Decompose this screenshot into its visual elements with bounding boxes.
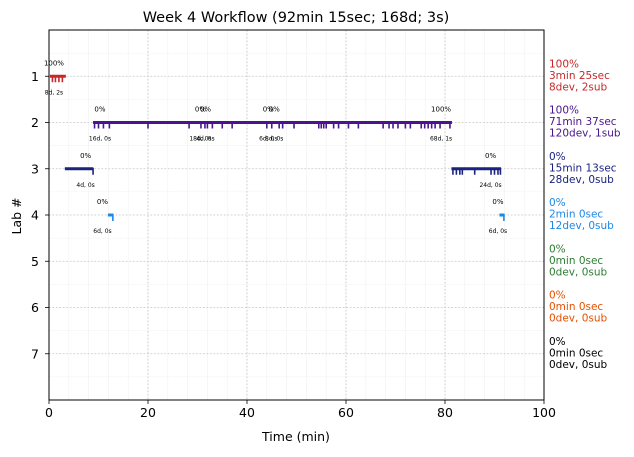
- segment-percent-label: 0%: [97, 198, 108, 206]
- summary-line: 0dev, 0sub: [549, 266, 608, 278]
- segment-percent-label: 0%: [195, 106, 206, 114]
- segment-count-label: 4d, 0s: [76, 182, 94, 189]
- summary-line: 71min 37sec: [549, 116, 617, 128]
- segment-count-label: 68d, 1s: [430, 136, 452, 143]
- summary-line: 0%: [549, 197, 566, 209]
- x-tick-label: 20: [140, 405, 156, 420]
- summary-line: 0%: [549, 290, 566, 302]
- summary-line: 0%: [549, 151, 566, 163]
- summary-line: 100%: [549, 58, 579, 70]
- lab-3-series: 0% 4d, 0s 0% 24d, 0s: [64, 152, 502, 189]
- segment-count-label: 6d, 0s: [93, 228, 111, 235]
- summary-line: 0dev, 0sub: [549, 359, 608, 371]
- summary-line: 8dev, 2sub: [549, 81, 608, 93]
- x-tick-label: 40: [239, 405, 255, 420]
- y-tick-label: 4: [31, 208, 39, 223]
- summary-line: 120dev, 1sub: [549, 128, 621, 140]
- segment-count-label: 4d, 0s: [196, 136, 214, 143]
- segment-count-label: 18d, 0s: [189, 136, 211, 143]
- x-tick-label: 0: [45, 405, 53, 420]
- summary-line: 28dev, 0sub: [549, 174, 614, 186]
- segment-percent-label: 100%: [44, 59, 64, 67]
- summary-line: 3min 25sec: [549, 70, 610, 82]
- summary-line: 0%: [549, 336, 566, 348]
- segment-percent-label: 0%: [263, 106, 274, 114]
- summary-line: 0%: [549, 243, 566, 255]
- segment-percent-label: 0%: [200, 106, 211, 114]
- segment-percent-label: 0%: [80, 152, 91, 160]
- y-tick-label: 2: [31, 115, 39, 130]
- summary-line: 0min 0sec: [549, 301, 603, 313]
- segment-percent-label: 0%: [492, 198, 503, 206]
- x-tick-label: 80: [437, 405, 453, 420]
- segment-percent-label: 0%: [269, 106, 280, 114]
- x-tick-label: 60: [338, 405, 354, 420]
- segment-percent-label: 100%: [431, 106, 451, 114]
- y-tick-label: 5: [31, 254, 39, 269]
- lab-2-series: 0% 16d, 0s 0% 18d, 0s 0% 4d, 0s 0% 6d, 0s 0% 8d, …: [89, 106, 452, 143]
- lab-1-series: 100% 8d, 2s: [44, 59, 66, 96]
- y-tick-label: 7: [31, 346, 39, 361]
- summary-line: 2min 0sec: [549, 209, 603, 221]
- summary-line: 0dev, 0sub: [549, 313, 608, 325]
- segment-count-label: 8d, 2s: [45, 89, 63, 96]
- segment-count-label: 6d, 0s: [259, 136, 277, 143]
- y-axis-label: Lab #: [9, 197, 24, 234]
- y-tick-label: 1: [31, 69, 39, 84]
- y-tick-label: 6: [31, 300, 39, 315]
- summary-line: 15min 13sec: [549, 162, 617, 174]
- summary-line: 100%: [549, 105, 579, 117]
- segment-count-label: 24d, 0s: [479, 182, 501, 189]
- chart-title: Week 4 Workflow (92min 15sec; 168d; 3s): [143, 10, 450, 26]
- summary-line: 12dev, 0sub: [549, 220, 614, 232]
- segment-count-label: 16d, 0s: [89, 136, 111, 143]
- segment-percent-label: 0%: [94, 106, 105, 114]
- segment-count-label: 6d, 0s: [489, 228, 507, 235]
- segment-percent-label: 0%: [485, 152, 496, 160]
- x-tick-label: 100: [532, 405, 556, 420]
- summary-line: 0min 0sec: [549, 347, 603, 359]
- summary-line: 0min 0sec: [549, 255, 603, 267]
- x-axis-label: Time (min): [261, 429, 330, 444]
- segment-count-label: 8d, 0s: [265, 136, 283, 143]
- lab-4-series: 0% 6d, 0s 0% 6d, 0s: [93, 198, 507, 235]
- y-tick-label: 3: [31, 161, 39, 176]
